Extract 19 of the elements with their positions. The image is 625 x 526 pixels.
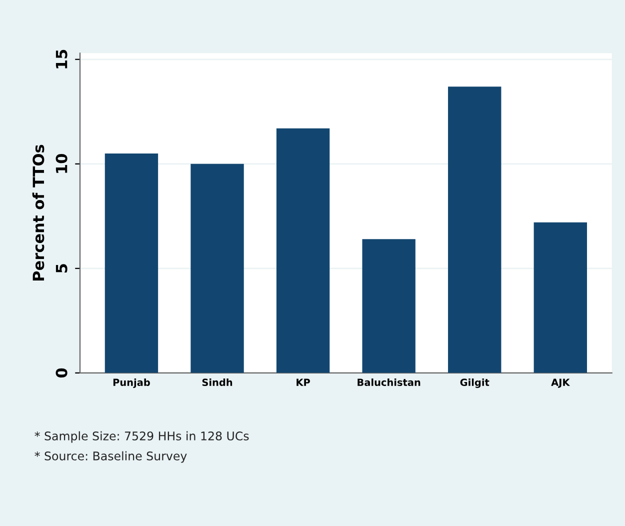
text: * Sample Size: 7529 HHs in 128 UCs [34, 431, 249, 443]
x-tick-label: Punjab [113, 378, 150, 388]
x-tick-label: Sindh [202, 378, 232, 386]
x-tick-label: Gilgit [460, 378, 490, 388]
bar [362, 239, 416, 373]
x-tick-label: KP [296, 378, 310, 386]
y-tick-label: 10 [56, 154, 68, 173]
bar [534, 222, 587, 373]
text: * Source: Baseline Survey [34, 451, 187, 463]
y-tick-label: 0 [56, 368, 68, 378]
y-axis-title: Percent of TTOs [32, 144, 44, 280]
y-tick-label: 5 [56, 264, 68, 273]
bar [448, 86, 502, 373]
bar [190, 164, 244, 373]
y-tick-label: 15 [56, 50, 68, 68]
x-tick-label: AJK [551, 378, 570, 388]
bar [276, 128, 330, 373]
bar [104, 153, 158, 373]
x-tick-label: Baluchistan [358, 378, 420, 386]
